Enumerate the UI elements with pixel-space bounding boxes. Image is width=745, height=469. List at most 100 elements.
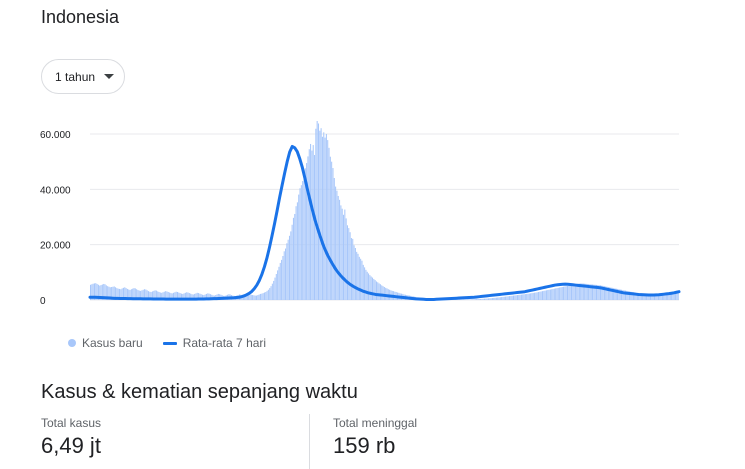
bar <box>661 294 663 300</box>
bar <box>327 140 329 300</box>
bar <box>581 283 583 300</box>
bar <box>677 291 679 300</box>
time-range-dropdown[interactable]: 1 tahun <box>41 59 125 94</box>
bar <box>161 292 163 300</box>
bar <box>329 156 331 300</box>
bar <box>269 288 271 300</box>
bar <box>605 286 607 300</box>
bar <box>204 294 206 300</box>
bar <box>124 287 126 300</box>
bar <box>286 243 288 300</box>
bar <box>256 295 258 300</box>
bar <box>374 280 376 300</box>
bar <box>167 291 169 300</box>
bar <box>561 287 563 300</box>
bar <box>344 209 346 300</box>
legend-bar-label: Kasus baru <box>82 336 143 350</box>
bar <box>126 288 128 300</box>
bar <box>553 288 555 300</box>
bar <box>593 284 595 300</box>
stats-divider <box>309 414 310 469</box>
bar <box>481 298 483 300</box>
bar <box>342 214 345 300</box>
bar <box>461 299 463 300</box>
bar <box>95 283 97 300</box>
bar <box>385 287 387 300</box>
bar <box>120 289 122 300</box>
bar <box>509 296 511 300</box>
bar <box>175 291 177 300</box>
bar <box>300 185 302 300</box>
bar <box>324 137 326 300</box>
bar <box>663 294 665 300</box>
bar <box>192 294 194 300</box>
bar <box>263 292 265 300</box>
bar <box>316 121 318 300</box>
bar <box>258 294 260 300</box>
bar <box>653 295 656 300</box>
bar <box>621 289 623 300</box>
bar <box>514 295 516 300</box>
bar <box>314 155 316 300</box>
bar <box>526 293 528 300</box>
bar <box>585 283 587 300</box>
total-cases-label: Total kasus <box>41 416 102 430</box>
series-line-7-day-average <box>88 144 681 301</box>
bar <box>348 228 350 300</box>
bar <box>317 123 320 301</box>
bar <box>485 298 487 300</box>
bar <box>599 285 601 300</box>
bar <box>675 291 677 300</box>
bar <box>381 285 383 300</box>
bar <box>595 284 598 300</box>
bar <box>482 298 484 300</box>
bar <box>209 294 211 300</box>
bar <box>137 290 139 300</box>
bar <box>528 293 530 300</box>
bar <box>132 288 134 300</box>
bar <box>90 284 92 300</box>
bar <box>564 286 566 300</box>
bar <box>498 297 500 300</box>
bar <box>103 283 105 300</box>
bar <box>371 277 374 300</box>
bar <box>187 292 189 300</box>
bar <box>331 161 333 300</box>
bar <box>377 282 379 300</box>
bar <box>157 291 159 300</box>
bar <box>457 299 459 300</box>
bar <box>601 285 603 300</box>
bar <box>635 292 637 300</box>
bar <box>96 283 98 300</box>
total-deaths-stat: Total meninggal 159 rb <box>333 416 417 459</box>
bar <box>163 291 165 300</box>
bar <box>618 289 620 300</box>
total-deaths-value: 159 rb <box>333 433 396 458</box>
bar <box>589 284 591 300</box>
bar <box>368 273 370 300</box>
bar <box>626 290 628 300</box>
bar <box>557 287 559 300</box>
bar <box>171 293 173 300</box>
bar <box>480 298 482 300</box>
caret-down-icon <box>104 74 115 79</box>
bar <box>552 288 554 300</box>
total-deaths-label: Total meninggal <box>333 416 418 430</box>
bar <box>266 290 268 300</box>
bar <box>100 285 102 300</box>
bar <box>570 285 572 300</box>
bar <box>282 256 284 300</box>
bar <box>469 299 471 300</box>
bar <box>501 297 503 300</box>
bar <box>138 290 140 300</box>
bar <box>182 293 184 300</box>
bar <box>665 293 667 300</box>
bar <box>140 290 142 300</box>
bar <box>217 293 219 300</box>
bar <box>602 285 604 300</box>
bar <box>196 292 198 300</box>
bar <box>505 296 507 300</box>
bar <box>628 291 630 300</box>
bar <box>92 283 94 300</box>
bar <box>548 289 550 300</box>
